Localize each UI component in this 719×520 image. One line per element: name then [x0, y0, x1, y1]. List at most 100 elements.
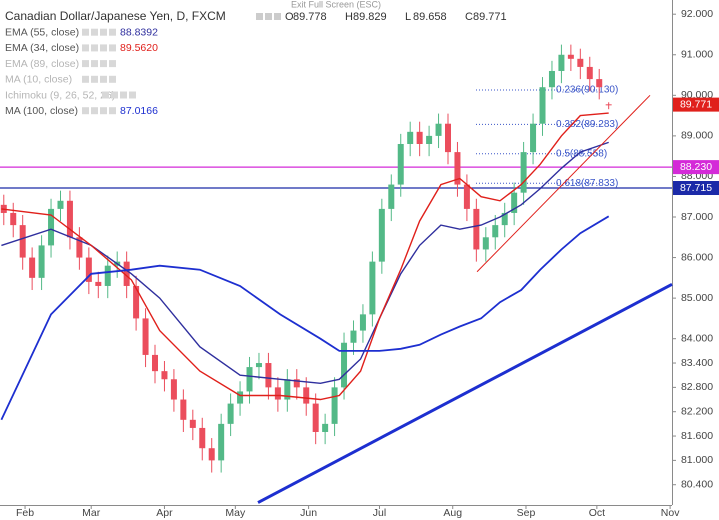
legend-icon[interactable] — [109, 44, 116, 52]
candle-body — [161, 371, 168, 380]
legend-icon[interactable] — [91, 28, 98, 36]
price-box — [673, 181, 719, 196]
ohlc-value: 89.778 — [293, 11, 327, 23]
price-box-label: 88.230 — [680, 161, 712, 173]
legend-icon[interactable] — [91, 107, 98, 115]
candle-body — [416, 131, 423, 144]
candle-body — [482, 237, 489, 250]
x-tick-label: Jul — [373, 507, 386, 519]
candle-body — [426, 135, 433, 144]
ohlc-key: C — [465, 11, 473, 23]
candle-body — [274, 387, 281, 400]
candle-body — [492, 225, 499, 238]
candle-body — [369, 261, 376, 315]
price-box-label: 87.715 — [680, 182, 712, 194]
y-tick-label: 82.800 — [681, 381, 713, 393]
exit-hint[interactable]: Exit Full Screen (ESC) — [291, 0, 381, 9]
legend-icon[interactable] — [100, 60, 107, 68]
x-tick-label: Sep — [517, 507, 536, 519]
legend-icon[interactable] — [100, 44, 107, 52]
candle-body — [10, 212, 17, 226]
candle-body — [123, 261, 130, 286]
legend-icon[interactable] — [274, 13, 281, 20]
legend-icon[interactable] — [91, 44, 98, 52]
candle-body — [530, 123, 537, 153]
x-tick-label: Apr — [156, 507, 173, 519]
y-tick-label: 92.000 — [681, 8, 713, 20]
legend-icon[interactable] — [102, 91, 109, 99]
candle-body — [463, 184, 470, 209]
legend: Canadian Dollar/Japanese Yen, D, FXCM O 89… — [5, 9, 507, 117]
candle-body — [435, 123, 442, 136]
candle-body — [520, 152, 527, 193]
legend-icon[interactable] — [91, 60, 98, 68]
y-tick-label: 84.000 — [681, 332, 713, 344]
ohlc-value: 89.829 — [353, 11, 387, 23]
candle-body — [586, 66, 593, 80]
x-tick-label: Nov — [661, 507, 680, 519]
legend-value: 87.0166 — [120, 105, 158, 117]
candle-body — [303, 387, 310, 404]
candle-body — [227, 403, 234, 424]
candle-body — [237, 391, 244, 404]
y-tick-label: 81.000 — [681, 454, 713, 466]
y-tick-label: 81.600 — [681, 430, 713, 442]
legend-entry: EMA (55, close) — [5, 26, 79, 38]
ohlc-value: 89.658 — [413, 11, 447, 23]
legend-entry: MA (100, close) — [5, 105, 78, 117]
candle-body — [350, 330, 357, 343]
candle-body — [388, 184, 395, 209]
ohlc-key: L — [405, 11, 411, 23]
legend-icon[interactable] — [129, 91, 136, 99]
candle-body — [567, 54, 574, 59]
candle-body — [66, 200, 73, 238]
candle-body — [246, 367, 253, 392]
legend-icon[interactable] — [265, 13, 272, 20]
legend-icon[interactable] — [82, 107, 89, 115]
y-tick-label: 85.000 — [681, 292, 713, 304]
candle-body — [548, 70, 555, 88]
legend-icon[interactable] — [82, 75, 89, 83]
chart-title: Canadian Dollar/Japanese Yen, D, FXCM — [5, 9, 226, 23]
candle-body — [359, 314, 366, 331]
price-box — [673, 97, 719, 112]
legend-icon[interactable] — [82, 60, 89, 68]
legend-entry: MA (10, close) — [5, 74, 72, 86]
x-tick-label: Feb — [16, 507, 34, 519]
candle-body — [501, 212, 508, 226]
ohlc-key: O — [285, 11, 294, 23]
candle-body — [208, 448, 215, 461]
candle-body — [142, 318, 149, 355]
y-tick-label: 83.400 — [681, 357, 713, 369]
legend-icon[interactable] — [109, 107, 116, 115]
candle-body — [284, 379, 291, 400]
legend-icon[interactable] — [109, 28, 116, 36]
y-tick-label: 82.200 — [681, 405, 713, 417]
y-tick-label: 80.400 — [681, 479, 713, 491]
candle-body — [445, 123, 451, 153]
candle-body — [76, 237, 83, 258]
candle-body — [19, 225, 26, 258]
fib-label: 0.236(90.130) — [556, 85, 618, 96]
candle-body — [341, 342, 348, 388]
legend-icon[interactable] — [82, 28, 89, 36]
candle-body — [378, 208, 385, 262]
legend-icon[interactable] — [82, 44, 89, 52]
legend-icon[interactable] — [256, 13, 263, 20]
legend-icon[interactable] — [100, 107, 107, 115]
candle-body — [189, 419, 196, 428]
candle-body — [407, 131, 414, 144]
legend-icon[interactable] — [100, 75, 107, 83]
legend-icon[interactable] — [111, 91, 118, 99]
candle-body — [180, 399, 187, 420]
fib-label: 0.5(88.558) — [556, 148, 607, 159]
y-tick-label: 91.000 — [681, 49, 713, 61]
fib-label: 0.618(87.833) — [556, 178, 618, 189]
legend-icon[interactable] — [109, 75, 116, 83]
legend-icon[interactable] — [120, 91, 127, 99]
legend-icon[interactable] — [91, 75, 98, 83]
x-tick-label: May — [225, 507, 246, 519]
plot-area: 0.236(90.130) 0.382(89.283) 0.5(88.558) 0.6… — [0, 44, 673, 504]
legend-icon[interactable] — [100, 28, 107, 36]
legend-icon[interactable] — [109, 60, 116, 68]
